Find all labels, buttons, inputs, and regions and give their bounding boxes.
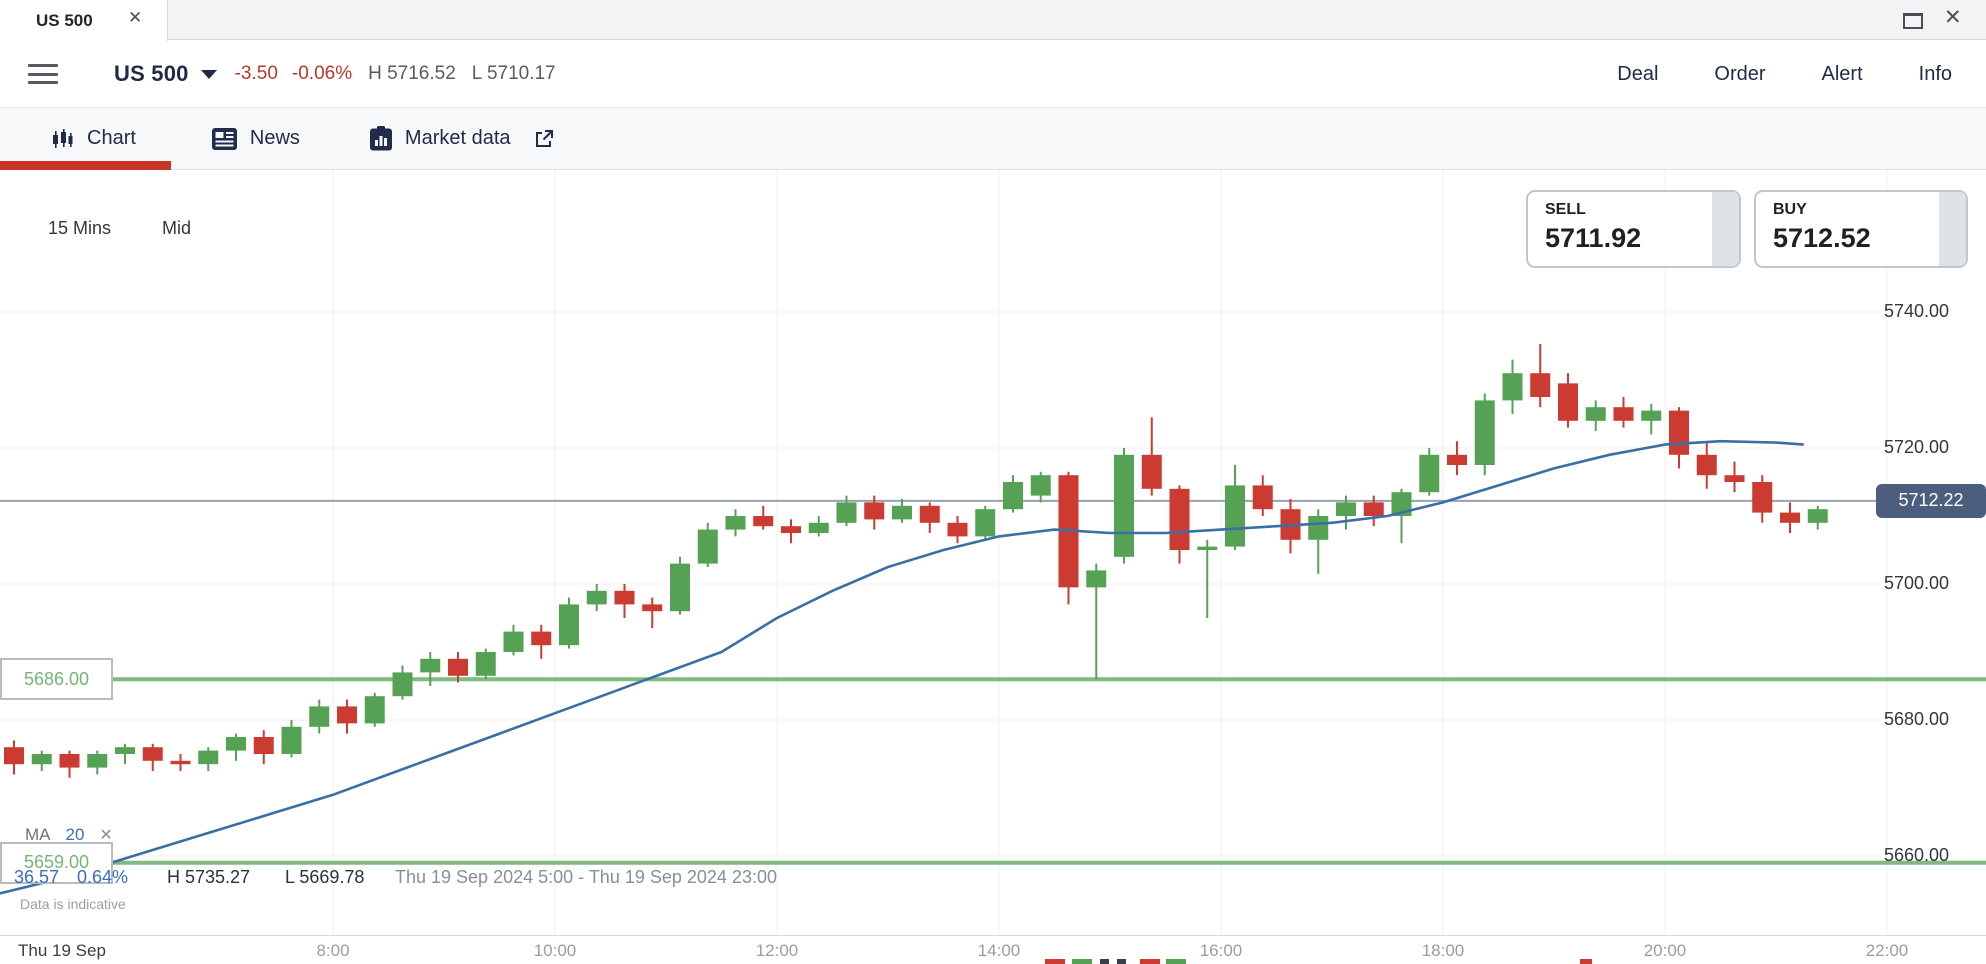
tab-market-data[interactable]: Market data <box>369 126 554 151</box>
menu-icon[interactable] <box>28 64 58 84</box>
session-high: H 5716.52 <box>368 63 456 84</box>
action-deal[interactable]: Deal <box>1617 62 1659 85</box>
time-tick: 14:00 <box>977 941 1021 960</box>
ma-period[interactable]: 20 <box>65 825 85 844</box>
price-tick: 5700.00 <box>1884 573 1950 593</box>
price-change: -3.50 <box>234 63 278 84</box>
chart-area[interactable]: 15 Mins Mid SELL 5711.92 BUY 5712.52 574… <box>0 170 1986 935</box>
sell-price: 5711.92 <box>1545 223 1642 253</box>
sell-button[interactable]: SELL 5711.92 <box>1526 190 1741 268</box>
tab-chart[interactable]: Chart <box>0 127 171 170</box>
active-tab-underline <box>0 161 171 170</box>
price-type-dropdown[interactable]: Mid <box>162 218 192 238</box>
level-price-label: 5659.00 <box>0 841 113 884</box>
data-indicative-note: Data is indicative <box>20 896 126 912</box>
external-link-icon <box>535 129 553 147</box>
ma-line <box>0 439 1804 895</box>
sell-label: SELL <box>1545 201 1586 218</box>
window-close-icon[interactable]: ✕ <box>1944 6 1962 29</box>
time-tick: 20:00 <box>1643 941 1687 960</box>
clipped-candle-mark <box>1072 959 1092 964</box>
clipped-candle-mark <box>1580 959 1592 964</box>
buy-price: 5712.52 <box>1773 223 1871 253</box>
ma-remove-icon[interactable]: ✕ <box>99 827 113 844</box>
ma-name: MA <box>25 825 51 844</box>
clipped-candle-mark <box>1117 959 1126 964</box>
market-open-dot-icon <box>78 63 100 85</box>
current-price-badge: 5712.22 <box>1876 483 1986 518</box>
view-tabs: Chart News Market data <box>0 108 1986 170</box>
buy-button[interactable]: BUY 5712.52 <box>1754 190 1968 268</box>
clipped-candle-mark <box>1100 959 1109 964</box>
time-tick: 8:00 <box>316 941 350 960</box>
action-order[interactable]: Order <box>1714 62 1766 85</box>
buy-strip <box>1939 192 1966 266</box>
price-tick: 5720.00 <box>1884 437 1950 457</box>
instrument-header: US 500 -3.50 -0.06% H 5716.52 L 5710.17 … <box>0 41 1986 108</box>
buy-label: BUY <box>1773 201 1807 218</box>
action-info[interactable]: Info <box>1918 62 1952 85</box>
time-tick: 16:00 <box>1199 941 1243 960</box>
tab-news[interactable]: News <box>211 127 300 150</box>
tab-market-data-label: Market data <box>404 127 511 149</box>
time-axis: Thu 19 Sep 8:00 10:00 12:00 14:00 16:00 18:00… <box>0 935 1986 964</box>
market-data-icon <box>369 126 392 151</box>
tab-title: US 500 <box>36 10 93 30</box>
price-tick: 5660.00 <box>1884 845 1950 865</box>
ma-indicator-legend: MA 20 ✕ <box>25 825 113 845</box>
session-change-pct: 0.64% <box>77 867 129 887</box>
header-actions: Deal Order Alert Info <box>1617 63 1952 86</box>
session-low: L 5710.17 <box>471 63 556 84</box>
price-change-pct: -0.06% <box>291 63 353 84</box>
session-range: Thu 19 Sep 2024 5:00 - Thu 19 Sep 2024 2… <box>395 867 777 887</box>
level-price-label: 5686.00 <box>0 658 113 701</box>
clipped-candle-mark <box>1140 959 1160 964</box>
candlestick-icon <box>53 128 73 148</box>
tab-chart-label: Chart <box>87 127 136 149</box>
session-change: 36.57 <box>14 867 60 887</box>
clipped-candle-mark <box>1045 959 1065 964</box>
news-icon <box>211 127 237 150</box>
sell-strip <box>1712 192 1739 266</box>
clipped-candle-mark <box>1166 959 1186 964</box>
chevron-down-icon[interactable] <box>200 69 217 79</box>
time-tick: 22:00 <box>1865 941 1909 960</box>
window-tab-bar: US 500 ✕ ✕ <box>0 0 1986 41</box>
time-tick: 10:00 <box>533 941 577 960</box>
session-low-value: L 5669.78 <box>285 867 365 887</box>
time-tick: 18:00 <box>1421 941 1465 960</box>
instrument-name[interactable]: US 500 <box>114 61 189 86</box>
candlestick-chart <box>0 170 1986 935</box>
price-tick: 5740.00 <box>1884 301 1950 321</box>
interval-dropdown[interactable]: 15 Mins <box>48 218 112 238</box>
price-tick: 5680.00 <box>1884 709 1950 729</box>
tab-news-label: News <box>249 127 300 149</box>
maximize-icon[interactable] <box>1903 13 1923 29</box>
tab-close-icon[interactable]: ✕ <box>128 8 143 27</box>
session-high-value: H 5735.27 <box>167 867 251 887</box>
time-axis-date: Thu 19 Sep <box>18 941 106 960</box>
time-tick: 12:00 <box>755 941 799 960</box>
instrument-tab[interactable]: US 500 ✕ <box>0 0 168 41</box>
action-alert[interactable]: Alert <box>1821 62 1863 85</box>
